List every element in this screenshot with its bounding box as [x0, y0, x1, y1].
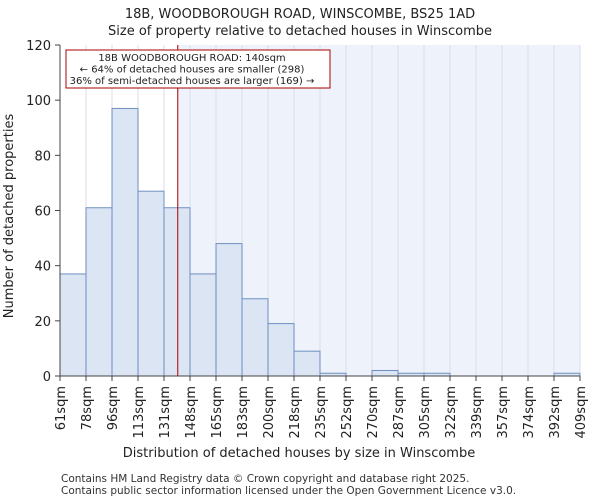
x-tick-label: 409sqm [574, 386, 589, 439]
chart-title: 18B, WOODBOROUGH ROAD, WINSCOMBE, BS25 1… [125, 7, 475, 22]
y-tick-label: 60 [34, 205, 51, 220]
annotation-larger-text: 36% of semi-detached houses are larger (… [70, 76, 315, 87]
x-tick-label: 235sqm [314, 386, 329, 439]
histogram-bar [85, 207, 113, 377]
x-tick-label: 287sqm [392, 386, 407, 439]
y-tick-label: 40 [34, 260, 51, 275]
histogram-bar [371, 369, 399, 377]
histogram-bar [189, 273, 217, 377]
x-tick-label: 357sqm [496, 386, 511, 439]
y-tick-label: 0 [43, 370, 51, 385]
annotation-title: 18B WOODBOROUGH ROAD: 140sqm [98, 53, 285, 64]
x-axis-label: Distribution of detached houses by size … [123, 446, 475, 461]
histogram-bar [137, 190, 165, 377]
annotation-smaller-text: ← 64% of detached houses are smaller (29… [80, 65, 305, 76]
histogram-bar [241, 298, 269, 377]
histogram-bar [293, 350, 321, 377]
histogram-bar [163, 207, 191, 377]
y-tick-label: 20 [34, 315, 51, 330]
chart-subtitle: Size of property relative to detached ho… [108, 24, 492, 39]
x-tick-label: 113sqm [132, 386, 147, 439]
histogram-bar [267, 323, 295, 377]
y-tick-label: 80 [34, 149, 51, 164]
histogram-bar [215, 243, 243, 377]
x-tick-label: 392sqm [548, 386, 563, 439]
x-tick-label: 78sqm [80, 386, 95, 430]
plot-area: 0 20 40 60 80 100 120 61sqm 78sqm 96sqm 113sqm 131s… [26, 39, 589, 439]
x-tick-label: 374sqm [522, 386, 537, 439]
histogram-bar [59, 273, 87, 377]
annotation-box [65, 49, 331, 89]
footer-copyright: Contains HM Land Registry data © Crown c… [61, 473, 469, 485]
x-tick-label: 305sqm [418, 386, 433, 439]
x-tick-label: 183sqm [236, 386, 251, 439]
x-tick-label: 165sqm [210, 386, 225, 439]
footer-licence: Contains public sector information licen… [61, 485, 516, 497]
x-tick-label: 96sqm [106, 386, 121, 430]
histogram-bar [111, 107, 139, 377]
x-tick-label: 131sqm [158, 386, 173, 439]
y-axis-label: Number of detached properties [2, 114, 17, 319]
y-tick-label: 120 [26, 39, 51, 54]
x-tick-label: 200sqm [262, 386, 277, 439]
x-tick-label: 218sqm [288, 386, 303, 439]
x-tick-label: 148sqm [184, 386, 199, 439]
x-tick-label: 270sqm [366, 386, 381, 439]
y-tick-label: 100 [26, 94, 51, 109]
x-tick-label: 252sqm [340, 386, 355, 439]
x-tick-label: 61sqm [54, 386, 69, 430]
x-tick-label: 339sqm [470, 386, 485, 439]
x-tick-label: 322sqm [444, 386, 459, 439]
